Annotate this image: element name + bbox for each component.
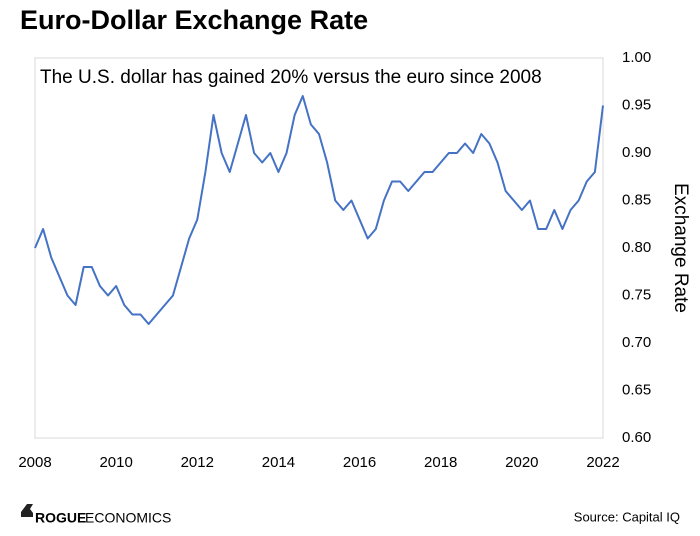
- y-tick-label: 1.00: [622, 49, 651, 66]
- logo-bold: ROGUE: [35, 510, 86, 526]
- y-tick-label: 0.70: [622, 334, 651, 351]
- logo-icon: [21, 504, 33, 517]
- y-tick-label: 0.95: [622, 96, 651, 113]
- y-tick-label: 0.90: [622, 144, 651, 161]
- annotation: The U.S. dollar has gained 20% versus th…: [40, 67, 542, 88]
- y-axis-label: Exchange Rate: [670, 183, 691, 313]
- x-tick-label: 2008: [18, 454, 51, 471]
- x-tick-label: 2016: [343, 454, 376, 471]
- x-tick-label: 2010: [99, 454, 132, 471]
- x-tick-label: 2018: [424, 454, 457, 471]
- source: Source: Capital IQ: [574, 509, 680, 524]
- x-tick-label: 2012: [181, 454, 214, 471]
- chart-title: Euro-Dollar Exchange Rate: [20, 5, 368, 35]
- y-tick-label: 0.75: [622, 286, 651, 303]
- line-series: [34, 95, 604, 325]
- y-tick-label: 0.65: [622, 381, 651, 398]
- x-tick-label: 2022: [586, 454, 619, 471]
- x-tick-label: 2014: [262, 454, 295, 471]
- plot-area: [34, 57, 604, 439]
- x-tick-label: 2020: [505, 454, 538, 471]
- y-tick-label: 0.80: [622, 239, 651, 256]
- y-tick-label: 0.85: [622, 191, 651, 208]
- logo-regular: ECONOMICS: [85, 510, 171, 526]
- y-tick-label: 0.60: [622, 429, 651, 446]
